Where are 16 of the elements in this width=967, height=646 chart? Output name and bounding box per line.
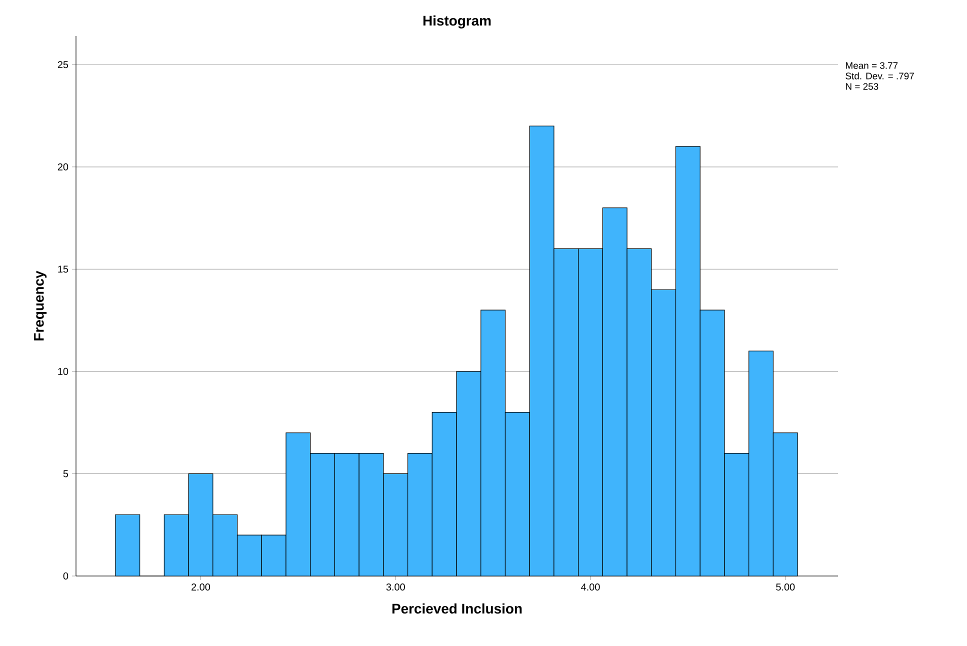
y-tick-label: 0 (63, 572, 68, 580)
x-tick-label: 4.00 (581, 584, 600, 591)
text: Std. Dev. = .797 (846, 72, 914, 80)
y-tick-label: 5 (63, 470, 68, 478)
y-tick-label: 15 (58, 266, 68, 273)
y-tick-label: 25 (58, 61, 68, 68)
y-axis-title: Frequency (34, 270, 47, 340)
y-tick-label: 20 (58, 163, 68, 170)
chart-title: Histogram (423, 15, 491, 28)
x-tick-label: 2.00 (192, 584, 210, 591)
x-tick-label: 3.00 (386, 584, 405, 591)
text: Mean = 3.77 (846, 62, 898, 69)
y-tick-label: 10 (58, 368, 68, 375)
x-axis-title: Percieved Inclusion (392, 603, 522, 614)
x-tick-label: 5.00 (776, 584, 795, 591)
text: N = 253 (846, 83, 878, 90)
